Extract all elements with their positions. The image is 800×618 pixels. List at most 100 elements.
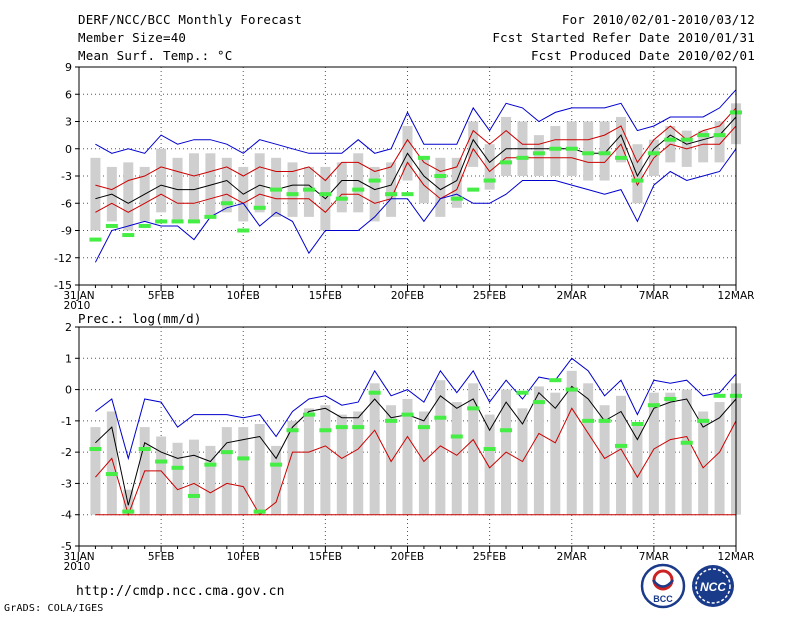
panel2-range-box — [287, 420, 298, 515]
panel1-observed-marker — [582, 151, 595, 156]
panel2-range-box — [221, 427, 232, 515]
panel2-range-box — [550, 392, 561, 515]
panel1-range-box — [221, 157, 232, 213]
panel2-range-box — [271, 445, 282, 515]
panel1-observed-marker — [450, 196, 463, 201]
panel2-range-box — [156, 436, 167, 515]
panel1-range-box — [353, 153, 364, 213]
panel2-observed-marker — [467, 406, 480, 411]
panel1-xtick-sublabel: 2010 — [64, 300, 91, 312]
panel2-range-box — [418, 411, 429, 515]
panel2-range-box — [369, 383, 380, 515]
panel1-observed-marker — [171, 219, 184, 224]
panel2-observed-marker — [598, 418, 611, 423]
panel1-observed-marker — [401, 192, 414, 197]
panel2-range-box — [468, 383, 479, 515]
panel2-ytick-label: -5 — [61, 540, 72, 553]
panel1-range-box — [714, 121, 725, 163]
panel2-ytick-label: 2 — [65, 321, 72, 334]
panel1-observed-marker — [385, 192, 398, 197]
panel1-range-box — [287, 162, 298, 217]
panel2-range-box — [616, 395, 627, 515]
panel1-observed-marker — [516, 155, 529, 160]
panel1-xtick-label: 15FEB — [309, 290, 342, 302]
panel2-xtick-label: 31JAN — [63, 551, 94, 563]
panel1-range-box — [369, 166, 380, 222]
panel2-observed-marker — [647, 403, 660, 408]
panel1-range-box — [583, 121, 594, 181]
panel2-observed-marker — [483, 447, 496, 452]
panel2-ytick-label: 1 — [65, 352, 72, 365]
panel1-ytick-label: -12 — [54, 252, 72, 265]
panel1-range-box — [468, 121, 479, 167]
panel2-observed-marker — [532, 400, 545, 405]
panel2-range-box — [254, 423, 265, 515]
panel1-observed-marker — [352, 187, 365, 192]
panel2-range-box — [303, 408, 314, 515]
panel2-observed-marker — [187, 493, 200, 498]
panel1-range-box — [632, 144, 643, 204]
panel1-observed-marker — [631, 178, 644, 183]
panel2-observed-marker — [220, 450, 233, 455]
ncc-logo-text: NCC — [700, 580, 726, 594]
panel2-range-box — [698, 411, 709, 515]
panel2-range-box — [533, 386, 544, 515]
panel1-observed-marker — [500, 160, 513, 165]
panel1-observed-marker — [532, 151, 545, 156]
panel1-observed-marker — [467, 187, 480, 192]
panel2-range-box — [451, 402, 462, 515]
panel1-range-box — [254, 153, 265, 213]
panel1-observed-marker — [204, 214, 217, 219]
panel2-xtick-label: 5FEB — [148, 551, 175, 563]
panel1-observed-marker — [598, 151, 611, 156]
panel1-range-box — [303, 166, 314, 217]
panel2-observed-marker — [631, 421, 644, 426]
panel2-observed-marker — [615, 443, 628, 448]
panel1-range-box — [550, 126, 561, 176]
panel2-observed-marker — [270, 462, 283, 467]
panel2-range-box — [632, 423, 643, 515]
panel1-observed-marker — [220, 201, 233, 206]
panel2-range-box — [90, 427, 101, 515]
source-url: http://cmdp.ncc.cma.gov.cn — [76, 584, 285, 599]
panel1-observed-marker — [105, 223, 118, 228]
panel1-observed-marker — [286, 192, 299, 197]
panel2-range-box — [435, 380, 446, 515]
panel1-observed-marker — [270, 187, 283, 192]
panel2-max-line — [95, 357, 737, 461]
panel2-range-box — [714, 402, 725, 515]
panel1-xtick-label: 7MAR — [639, 290, 669, 302]
panel1-observed-marker — [302, 187, 315, 192]
panel2-ytick-label: -4 — [61, 509, 72, 522]
panel2-range-box — [106, 411, 117, 515]
panel1-observed-marker — [89, 237, 102, 242]
panel1-range-box — [616, 116, 627, 163]
panel2-range-box — [238, 427, 249, 515]
panel2-observed-marker — [385, 418, 398, 423]
panel2-observed-marker — [237, 456, 250, 461]
variable-label: Mean Surf. Temp.: °C — [78, 48, 233, 63]
panel1-range-box — [501, 116, 512, 176]
panel2-ytick-label: -3 — [61, 477, 72, 490]
panel1-ytick-label: -6 — [61, 197, 72, 210]
panel1-observed-marker — [417, 155, 430, 160]
panel2-range-box — [320, 405, 331, 515]
panel2-observed-marker — [401, 412, 414, 417]
panel1-observed-marker — [647, 151, 660, 156]
grads-credit: GrADS: COLA/IGES — [4, 603, 104, 614]
panel2-ytick-label: 0 — [65, 384, 72, 397]
panel2-observed-marker — [105, 472, 118, 477]
panel2-range-box — [648, 392, 659, 515]
panel1-ytick-label: -3 — [61, 170, 72, 183]
panel2-xtick-sublabel: 2010 — [64, 561, 91, 573]
panel2-xtick-label: 7MAR — [639, 551, 669, 563]
panel2-mean-line — [95, 385, 737, 506]
panel2-observed-marker — [368, 390, 381, 395]
panel1-range-box — [451, 157, 462, 208]
panel2-range-box — [566, 370, 577, 515]
chart-title: DERF/NCC/BCC Monthly Forecast — [78, 12, 303, 27]
panel2-observed-marker — [680, 440, 693, 445]
panel2-observed-marker — [286, 428, 299, 433]
panel2-observed-marker — [253, 509, 266, 514]
